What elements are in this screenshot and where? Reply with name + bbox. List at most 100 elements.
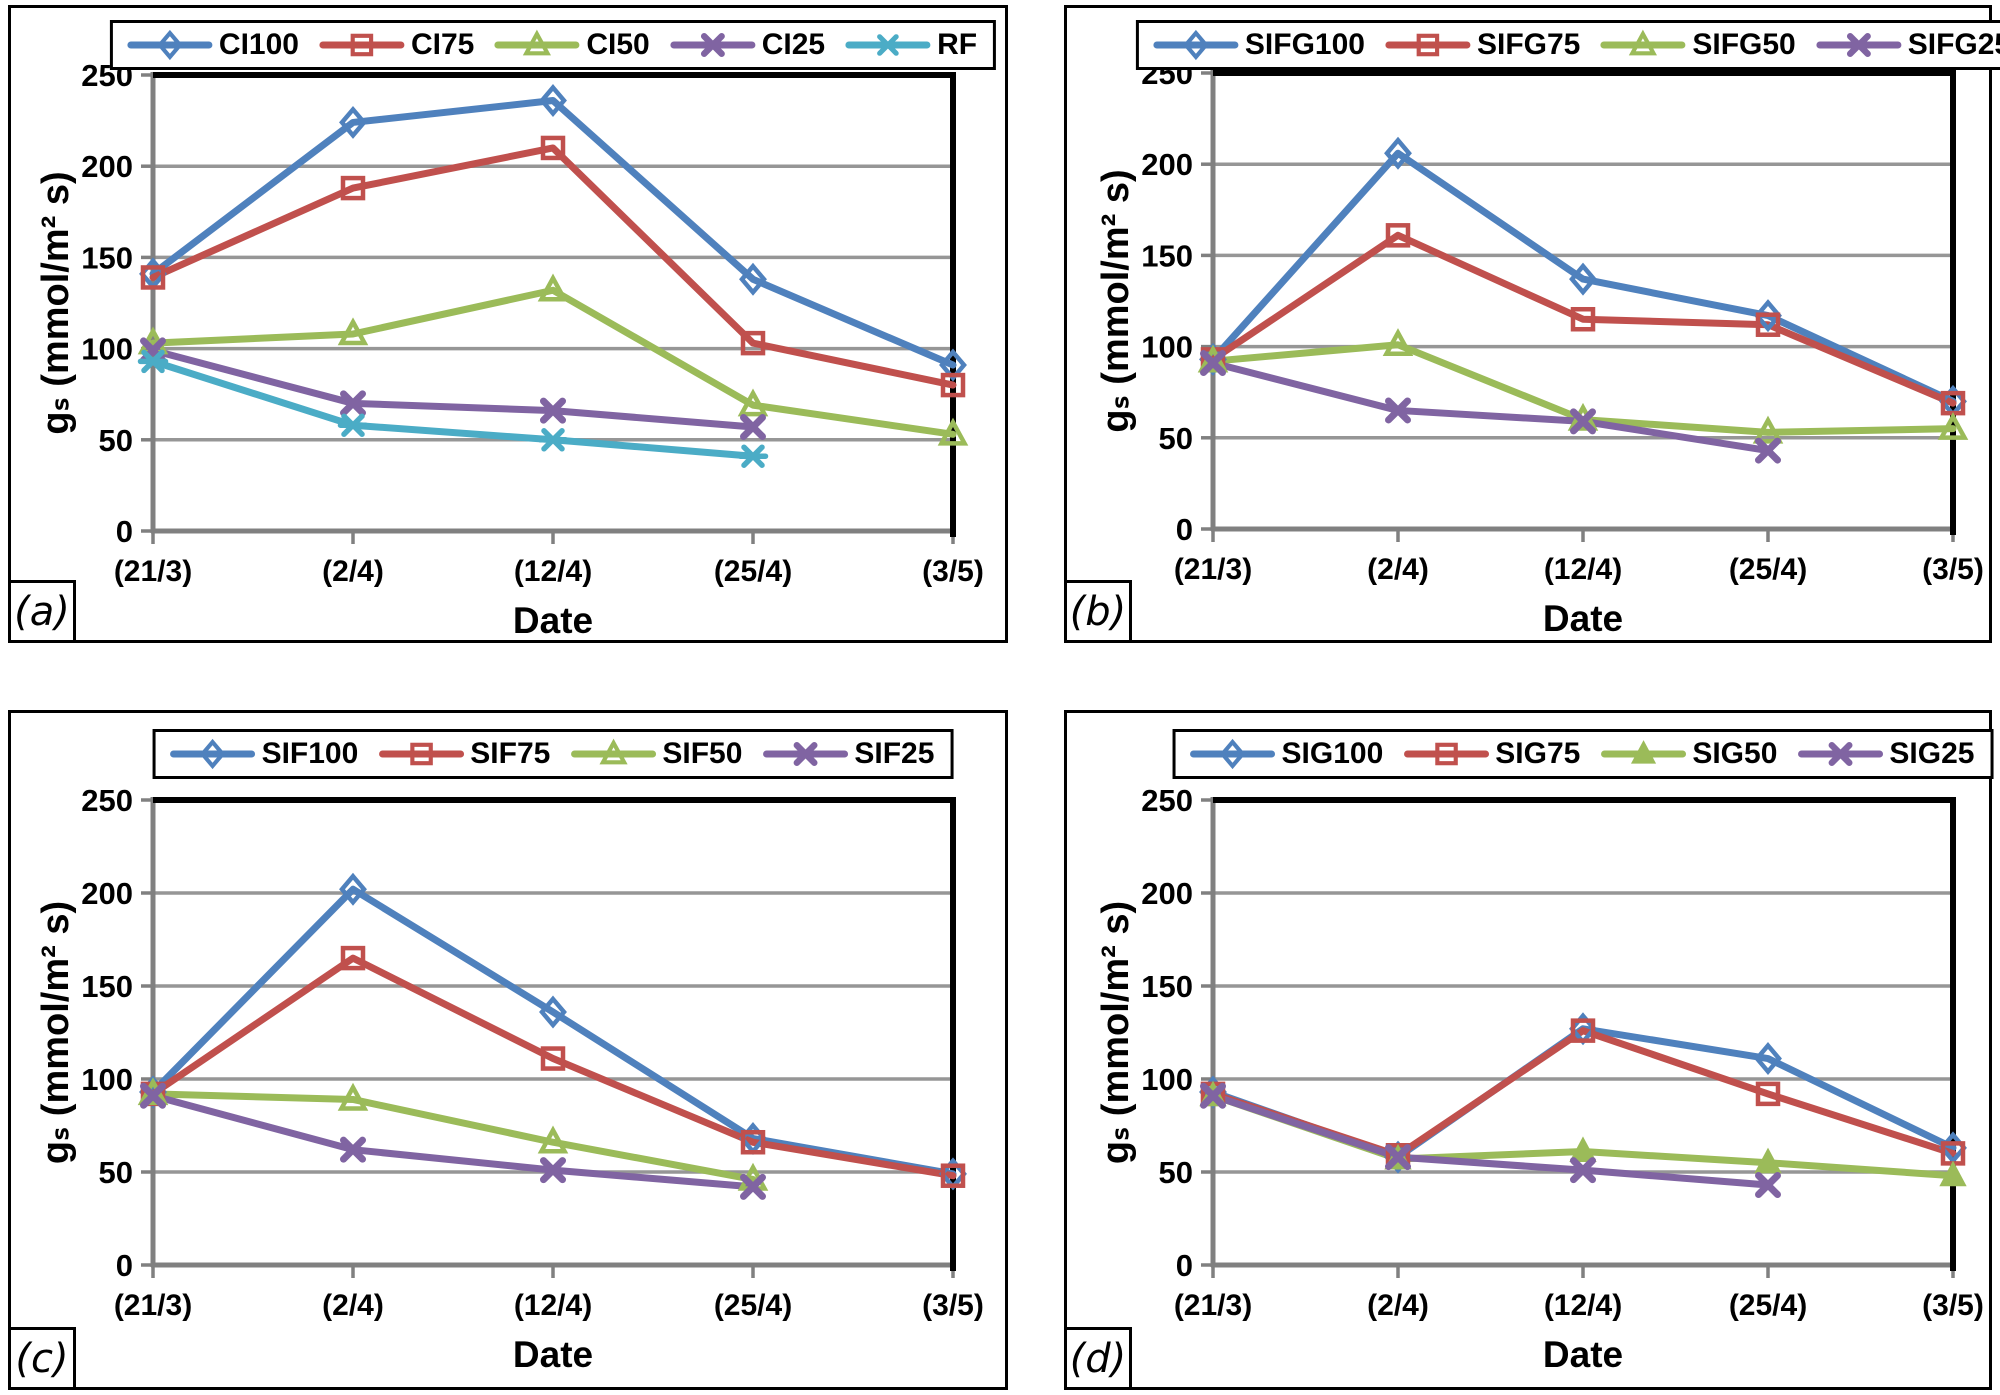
square-marker-icon xyxy=(1755,312,1781,337)
legend-item-SIFG50: SIFG50 xyxy=(1600,28,1796,62)
diamond-marker-icon xyxy=(339,872,367,906)
triangle-solid-marker-icon xyxy=(1754,1147,1782,1174)
square-marker-icon xyxy=(740,1129,766,1155)
x-marker-icon xyxy=(540,1157,566,1184)
diamond-marker-icon xyxy=(1569,262,1597,296)
x-marker-icon xyxy=(1200,350,1226,377)
SIFG25-legend-swatch-icon xyxy=(1816,33,1902,57)
legend-item-SIFG75: SIFG75 xyxy=(1385,28,1581,62)
square-marker-icon xyxy=(940,372,966,398)
y-tick-label: 100 xyxy=(81,1062,133,1097)
x-tick-label: (2/4) xyxy=(1367,1289,1429,1322)
triangle-marker-icon xyxy=(937,417,969,446)
square-marker-icon xyxy=(410,742,433,766)
x-marker-icon xyxy=(340,1136,366,1163)
SIFG100-legend-swatch-icon xyxy=(1153,29,1239,61)
diamond-marker-icon xyxy=(1754,1042,1782,1076)
line-chart-d: 0 50 100 150 200 250 (21/3) (2/4) (12/4) (25/4) (3… xyxy=(1095,783,1984,1375)
legend-item-SIG75: SIG75 xyxy=(1403,737,1580,771)
x-tick-label: (25/4) xyxy=(714,555,792,588)
legend-label: SIG25 xyxy=(1889,737,1975,770)
diamond-marker-icon xyxy=(157,29,183,61)
y-tick-label: 150 xyxy=(81,969,133,1004)
legend-item-CI50: CI50 xyxy=(494,28,650,62)
x-marker-icon xyxy=(1846,33,1871,57)
y-tick-label: 200 xyxy=(81,149,133,184)
legend: SIG100 SIG75 SIG50 SIG25 xyxy=(1172,729,1994,779)
y-tick-label: 100 xyxy=(1141,1062,1193,1097)
x-marker-icon xyxy=(1570,1157,1596,1184)
legend-label: SIFG50 xyxy=(1692,28,1796,61)
triangle-marker-icon xyxy=(337,317,369,346)
triangle-solid-marker-icon xyxy=(1630,740,1656,764)
x-tick-label: (25/4) xyxy=(1729,1289,1807,1322)
square-marker-icon xyxy=(1435,742,1458,766)
legend-item-SIF75: SIF75 xyxy=(378,737,551,771)
x-marker-icon xyxy=(1385,1144,1411,1171)
series-line-SIFG100 xyxy=(1209,149,1957,405)
series-line-SIF50 xyxy=(149,1090,757,1183)
x-axis-title: Date xyxy=(513,1334,593,1375)
diamond-marker-icon xyxy=(1384,136,1412,170)
triangle-marker-icon xyxy=(1382,328,1414,357)
square-marker-icon xyxy=(940,1163,966,1188)
y-tick-label: 50 xyxy=(99,1155,133,1190)
y-tick-label: 100 xyxy=(81,332,133,367)
y-tick-label: 50 xyxy=(1159,421,1193,456)
legend-label: SIFG75 xyxy=(1476,28,1581,61)
legend-item-CI100: CI100 xyxy=(127,28,299,62)
square-marker-icon xyxy=(350,33,374,57)
square-marker-icon xyxy=(340,175,366,201)
x-marker-icon xyxy=(540,397,566,424)
diamond-marker-icon xyxy=(1183,29,1209,61)
x-tick-label: (21/3) xyxy=(114,1289,192,1322)
diamond-marker-icon xyxy=(199,738,226,770)
triangle-marker-icon xyxy=(1937,411,1969,440)
triangle-marker-icon xyxy=(537,1125,569,1154)
triangle-marker-icon xyxy=(1629,29,1658,56)
legend-label: SIFG25 xyxy=(1907,28,2000,61)
y-tick-label: 0 xyxy=(1176,512,1193,547)
series-line-SIG25 xyxy=(1209,1092,1772,1189)
x-marker-icon xyxy=(740,1173,766,1200)
x-marker-icon xyxy=(1828,742,1853,766)
RF-legend-swatch-icon xyxy=(845,34,931,56)
y-tick-label: 250 xyxy=(1141,783,1193,818)
x-tick-label: (21/3) xyxy=(114,555,192,588)
triangle-marker-icon xyxy=(537,273,569,302)
legend-item-SIG50: SIG50 xyxy=(1600,737,1777,771)
legend-label: SIG100 xyxy=(1281,737,1384,770)
legend-item-SIF50: SIF50 xyxy=(570,737,742,771)
legend-item-SIFG25: SIFG25 xyxy=(1816,28,2000,62)
series-line-CI50 xyxy=(149,286,957,438)
legend-label: SIF75 xyxy=(470,737,551,770)
diamond-marker-icon xyxy=(739,262,767,296)
panel-letter-badge: (b) xyxy=(1064,580,1132,643)
triangle-marker-icon xyxy=(1752,415,1784,444)
legend-label: CI100 xyxy=(218,28,299,61)
square-marker-icon xyxy=(1755,1081,1781,1107)
CI50-legend-swatch-icon xyxy=(494,29,580,56)
y-tick-label: 150 xyxy=(81,240,133,275)
legend-label: RF xyxy=(937,28,978,61)
panel-a: 0 50 100 150 200 250 (21/3) (2/4) (12/4) (25/4) (3… xyxy=(8,5,1008,643)
series-line-CI100 xyxy=(149,97,957,369)
x-marker-icon xyxy=(140,1082,166,1109)
x-axis-title: Date xyxy=(1543,598,1623,639)
SIG100-legend-swatch-icon xyxy=(1190,738,1276,770)
square-marker-icon xyxy=(1416,33,1440,57)
y-tick-label: 200 xyxy=(81,876,133,911)
panel-letter-badge: (c) xyxy=(8,1327,76,1390)
y-tick-label: 250 xyxy=(81,783,133,818)
diamond-marker-icon xyxy=(939,348,967,382)
star-marker-icon xyxy=(737,444,769,468)
star-marker-icon xyxy=(874,34,903,56)
square-marker-icon xyxy=(540,135,566,161)
x-marker-icon xyxy=(1755,1172,1781,1199)
x-tick-label: (12/4) xyxy=(514,555,592,588)
SIF75-legend-swatch-icon xyxy=(378,742,464,766)
legend-label: SIF100 xyxy=(261,737,359,770)
x-tick-label: (3/5) xyxy=(1922,1289,1984,1322)
